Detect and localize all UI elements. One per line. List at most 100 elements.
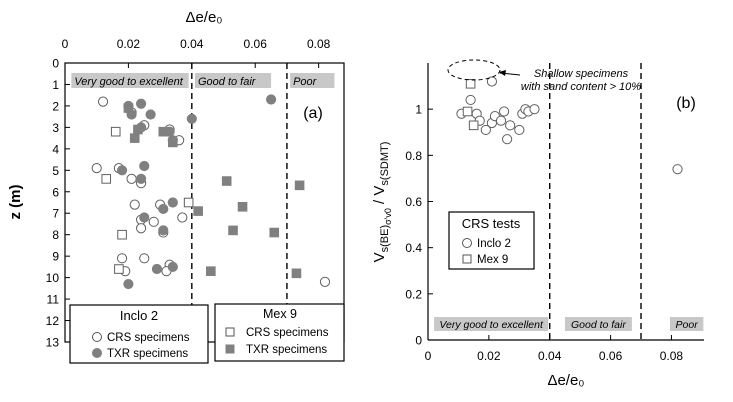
panel-b-zone-label-0: Very good to excellent <box>439 319 544 331</box>
legend-mex9-crs-label: CRS specimens <box>246 327 329 339</box>
legend-mex9-square-marker <box>462 254 472 264</box>
panel-a-y-tick-label-0: 0 <box>52 57 59 71</box>
panel-b-point-s0-11 <box>502 134 513 145</box>
y-title-sep: / V <box>371 186 388 209</box>
legend-mex9-title: Mex 9 <box>263 307 297 321</box>
panel-b-x-tick-label-0: 0 <box>425 349 432 363</box>
panel-a-point-s3-7 <box>193 206 203 216</box>
panel-b-y-tick-label-0: 0 <box>415 334 422 348</box>
panel-a-y-tick-label-13: 13 <box>46 336 60 350</box>
panel-b-label: (b) <box>676 95 696 112</box>
panel-b-zone-bands: Very good to excellent Good to fair Poor <box>434 317 704 331</box>
panel-b-zone-band-1 <box>564 317 632 331</box>
panel-a-y-tick-label-1: 1 <box>52 78 59 92</box>
panel-b: Very good to excellent Good to fair Poor 0… <box>371 59 704 389</box>
panel-a-point-s2-4 <box>183 197 194 208</box>
panel-b-point-s0-9 <box>498 106 510 117</box>
legend-txr-circle-marker <box>92 348 102 358</box>
panel-a-zone-band-2 <box>290 73 335 88</box>
panel-b-point-s1-1 <box>468 120 479 131</box>
y-title-v1: V <box>371 252 388 262</box>
panel-a-x-tick-label-4: 0.08 <box>307 37 331 51</box>
panel-a-point-s1-15 <box>167 261 178 272</box>
panel-b-y-tick-label-2: 0.4 <box>405 241 422 255</box>
panel-b-x-ticks: 0 0.02 0.04 0.06 0.08 <box>425 335 684 363</box>
panel-b-x-tick-label-4: 0.08 <box>660 349 684 363</box>
panel-b-x-tick-label-2: 0.04 <box>538 349 562 363</box>
panel-a-y-tick-label-6: 6 <box>52 185 59 199</box>
panel-a-y-tick-label-4: 4 <box>52 142 59 156</box>
legend-inclo2-txr-label: TXR specimens <box>107 348 188 360</box>
panel-b-y-tick-label-1: 0.2 <box>405 287 422 301</box>
legend-mex9-box <box>214 303 345 362</box>
panel-b-zone-label-1: Good to fair <box>571 319 626 331</box>
panel-a-point-s1-8 <box>116 165 128 176</box>
panel-a-x-axis-title: Δe/e₀ <box>185 9 222 26</box>
panel-a-point-s1-12 <box>139 212 150 223</box>
panel-a-y-tick-label-3: 3 <box>52 121 59 135</box>
panel-a-legend-inclo2: Inclo 2 CRS specimens TXR specimens <box>69 304 209 364</box>
legend-crs-circle-marker <box>92 332 102 342</box>
panel-a-point-s1-10 <box>167 197 178 208</box>
legend-inclo2-circle-marker <box>462 238 472 248</box>
panel-b-x-tick-label-3: 0.06 <box>599 349 623 363</box>
panel-a-point-s0-15 <box>177 212 188 223</box>
panel-a-threshold-lines <box>191 63 288 342</box>
panel-a-point-s2-1 <box>101 174 112 184</box>
panel-a-x-ticks: 0 0.02 0.04 0.06 0.08 <box>62 37 331 68</box>
panel-a-point-s3-9 <box>228 225 238 236</box>
panel-b-y-ticks: 0 0.2 0.4 0.6 0.8 1 <box>405 103 433 348</box>
panel-a-point-s1-16 <box>123 278 134 290</box>
panel-a-point-s1-11 <box>158 203 169 215</box>
panel-a-point-s3-3 <box>158 126 169 137</box>
legend-inclo2-label: Inclo 2 <box>477 238 511 250</box>
panel-b-zone-band-0 <box>434 317 549 331</box>
panel-a-zone-label-1: Good to fair <box>198 76 257 88</box>
legend-mex9-txr-label: TXR specimens <box>246 344 327 356</box>
legend-crs-tests-title: CRS tests <box>462 216 521 231</box>
panel-a-point-s0-5 <box>91 163 102 174</box>
panel-a-point-s0-12 <box>148 216 159 227</box>
panel-a-point-s3-11 <box>206 266 216 276</box>
panel-a-x-tick-label-3: 0.06 <box>244 37 268 51</box>
panel-a-point-s0-9 <box>129 199 140 210</box>
panel-b-point-s0-12 <box>514 124 525 136</box>
panel-a-point-s0-13 <box>135 223 147 234</box>
panel-a-point-s1-13 <box>158 225 169 236</box>
panel-a-zone-band-0 <box>71 73 189 88</box>
panel-b-annotation: Shallow specimens with sand content > 10… <box>447 59 641 93</box>
panel-b-point-s0-17 <box>672 164 683 175</box>
panel-b-point-s0-1 <box>486 76 498 87</box>
panel-b-y-tick-label-4: 0.8 <box>405 149 422 163</box>
panel-a-point-s3-6 <box>294 180 305 191</box>
legend-mex9-label: Mex 9 <box>477 254 508 266</box>
panel-a-point-s1-14 <box>151 263 163 275</box>
legend-inclo2-title: Inclo 2 <box>120 308 158 323</box>
annotation-ellipse <box>447 59 501 81</box>
panel-a-point-s3-8 <box>237 201 248 212</box>
panel-a-legend-mex9: Mex 9 CRS specimens TXR specimens <box>214 303 345 362</box>
panel-a-point-s3-12 <box>291 268 302 279</box>
panel-b-threshold-lines <box>549 63 642 340</box>
panel-a-point-s1-17 <box>186 113 197 124</box>
legend-txr-square-marker <box>225 344 235 354</box>
panel-a-point-s0-0 <box>97 96 109 107</box>
panel-a-x-tick-label-0: 0 <box>62 37 69 51</box>
panel-b-zone-band-2 <box>669 317 704 331</box>
panel-a-point-s3-0 <box>123 103 134 113</box>
panel-b-y-tick-label-5: 1 <box>415 103 422 117</box>
panel-a-zone-bands: Very good to excellent Good to fair Poor <box>71 73 335 88</box>
panel-b-x-tick-label-1: 0.02 <box>477 349 501 363</box>
y-title-sub3: s(SDMT) <box>379 142 391 186</box>
panel-b-point-s1-0 <box>465 78 476 89</box>
panel-a-point-s1-3 <box>145 109 156 120</box>
panel-b-point-s0-8 <box>495 115 507 126</box>
panel-a-label: (a) <box>303 105 323 122</box>
legend-crs-square-marker <box>225 327 235 337</box>
panel-a-point-s1-1 <box>135 98 147 109</box>
panel-a-point-s1-7 <box>139 160 150 172</box>
panel-a-point-s0-17 <box>139 253 150 264</box>
panel-b-x-axis-title: Δe/e₀ <box>547 372 584 389</box>
